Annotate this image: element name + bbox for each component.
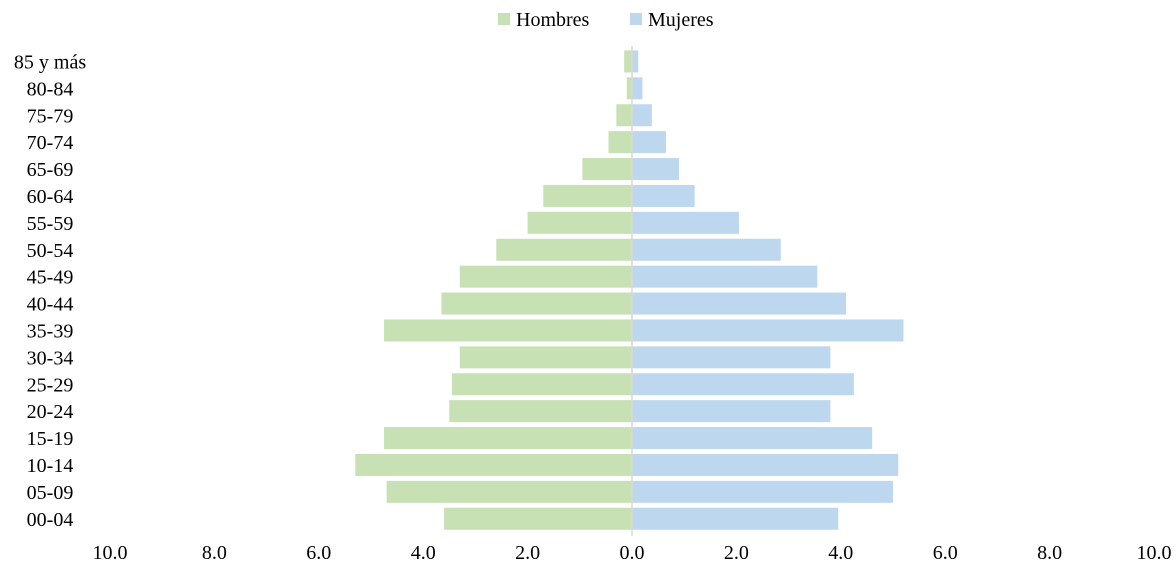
legend-label-hombres: Hombres — [516, 9, 590, 31]
bar-mujeres-25-29 — [632, 373, 854, 396]
x-tick-label: 4.0 — [411, 542, 436, 564]
bars-group — [355, 50, 904, 530]
bar-mujeres-35-39 — [632, 319, 904, 342]
category-label: 05-09 — [27, 482, 74, 504]
x-tick-labels: 10.0 8.0 6.0 4.0 2.0 0.0 2.0 4.0 6.0 8.0 10.0 — [93, 542, 1172, 564]
x-tick-label: 10.0 — [93, 542, 128, 564]
x-tick-label: 6.0 — [306, 542, 331, 564]
bar-hombres-15-19 — [384, 427, 632, 450]
category-label: 65-69 — [27, 159, 74, 181]
bar-mujeres-85-y-más — [632, 50, 639, 73]
x-tick-label: 2.0 — [724, 542, 749, 564]
x-tick-label: 6.0 — [933, 542, 958, 564]
category-label: 30-34 — [27, 347, 74, 369]
x-tick-label: 2.0 — [515, 542, 540, 564]
legend-swatch-hombres — [498, 13, 510, 25]
category-label: 50-54 — [27, 240, 74, 262]
bar-hombres-40-44 — [441, 292, 632, 315]
x-tick-label: 10.0 — [1137, 542, 1172, 564]
bar-hombres-45-49 — [459, 265, 632, 288]
category-label: 60-64 — [27, 186, 74, 208]
bar-hombres-75-79 — [616, 104, 632, 127]
bar-hombres-30-34 — [459, 346, 632, 369]
chart-legend: Hombres Mujeres — [498, 9, 714, 31]
bar-mujeres-70-74 — [632, 131, 666, 154]
bar-hombres-70-74 — [608, 131, 632, 154]
bar-hombres-35-39 — [384, 319, 632, 342]
bar-mujeres-00-04 — [632, 507, 839, 530]
bar-hombres-55-59 — [527, 211, 632, 234]
category-label: 00-04 — [27, 509, 74, 531]
bar-hombres-85-y-más — [624, 50, 632, 73]
category-label: 40-44 — [27, 294, 74, 316]
bar-hombres-65-69 — [582, 158, 632, 181]
bar-hombres-60-64 — [543, 184, 632, 207]
bar-mujeres-10-14 — [632, 453, 899, 476]
category-label: 35-39 — [27, 320, 74, 342]
x-tick-label: 8.0 — [202, 542, 227, 564]
bar-hombres-80-84 — [626, 77, 632, 100]
bar-mujeres-05-09 — [632, 480, 893, 503]
category-label: 15-19 — [27, 428, 74, 450]
bar-mujeres-50-54 — [632, 238, 781, 261]
bar-mujeres-45-49 — [632, 265, 818, 288]
bar-hombres-20-24 — [449, 400, 632, 423]
category-label: 25-29 — [27, 374, 74, 396]
category-label: 70-74 — [27, 132, 74, 154]
bar-hombres-50-54 — [496, 238, 632, 261]
bar-mujeres-40-44 — [632, 292, 847, 315]
category-label: 55-59 — [27, 213, 74, 235]
bar-hombres-05-09 — [386, 480, 632, 503]
bar-mujeres-65-69 — [632, 158, 679, 181]
bar-mujeres-30-34 — [632, 346, 831, 369]
category-label: 20-24 — [27, 401, 74, 423]
bar-mujeres-60-64 — [632, 184, 695, 207]
category-label: 10-14 — [27, 455, 74, 477]
bar-hombres-25-29 — [451, 373, 632, 396]
bar-mujeres-20-24 — [632, 400, 831, 423]
x-tick-label: 4.0 — [828, 542, 853, 564]
bar-mujeres-15-19 — [632, 427, 873, 450]
bar-hombres-10-14 — [355, 453, 632, 476]
category-label: 80-84 — [27, 78, 74, 100]
category-label: 45-49 — [27, 267, 74, 289]
x-tick-label: 0.0 — [620, 542, 645, 564]
bar-mujeres-75-79 — [632, 104, 652, 127]
legend-label-mujeres: Mujeres — [648, 9, 714, 31]
bar-mujeres-80-84 — [632, 77, 643, 100]
category-label: 75-79 — [27, 105, 74, 127]
category-labels: 00-04 05-09 10-14 15-19 20-24 25-29 30-34 35-39… — [14, 51, 86, 530]
x-tick-label: 8.0 — [1037, 542, 1062, 564]
bar-hombres-00-04 — [444, 507, 632, 530]
bar-mujeres-55-59 — [632, 211, 740, 234]
legend-swatch-mujeres — [630, 13, 642, 25]
category-label: 85 y más — [14, 51, 86, 73]
